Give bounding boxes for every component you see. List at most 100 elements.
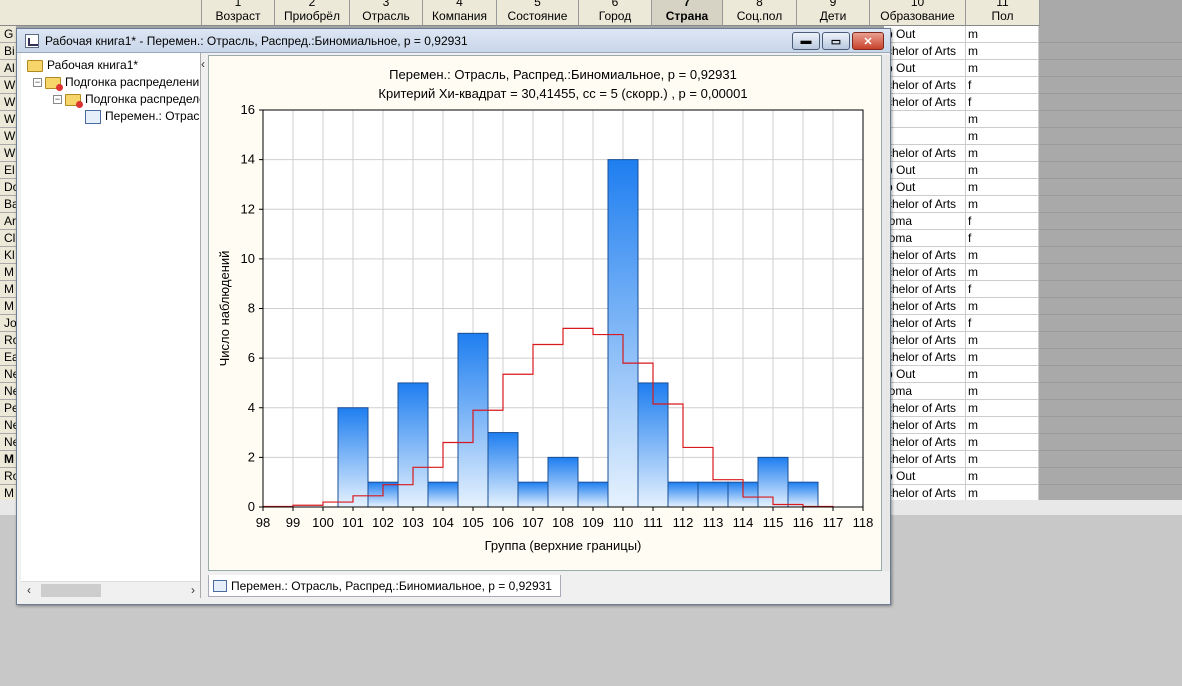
education-cell[interactable]: chelor of Arts: [884, 400, 966, 417]
column-header[interactable]: 2 Приобрёл: [275, 0, 350, 26]
sex-cell[interactable]: f: [966, 315, 1039, 332]
row-name-cell[interactable]: M: [0, 298, 16, 315]
education-cell[interactable]: p Out: [884, 179, 966, 196]
collapse-icon[interactable]: −: [33, 77, 42, 87]
window-titlebar[interactable]: Рабочая книга1* - Перемен.: Отрасль, Рас…: [17, 29, 890, 53]
sex-cell[interactable]: m: [966, 468, 1039, 485]
education-cell[interactable]: chelor of Arts: [884, 196, 966, 213]
education-cell[interactable]: loma: [884, 383, 966, 400]
sex-cell[interactable]: m: [966, 162, 1039, 179]
sex-cell[interactable]: m: [966, 128, 1039, 145]
row-name-cell[interactable]: El: [0, 162, 16, 179]
row-name-cell[interactable]: Ro: [0, 468, 16, 485]
tree-item-graph[interactable]: Перемен.: Отрас: [85, 108, 199, 125]
scroll-right-icon[interactable]: ›: [191, 583, 195, 597]
row-name-cell[interactable]: Do: [0, 179, 16, 196]
tree-horizontal-scrollbar[interactable]: ‹ ›: [21, 581, 200, 598]
close-button[interactable]: ✕: [852, 32, 884, 50]
row-name-cell[interactable]: W: [0, 145, 16, 162]
column-header[interactable]: 5 Состояние: [497, 0, 579, 26]
minimize-button[interactable]: ▬: [792, 32, 820, 50]
column-header[interactable]: 4 Компания: [423, 0, 497, 26]
sex-cell[interactable]: m: [966, 400, 1039, 417]
row-name-cell[interactable]: Ba: [0, 196, 16, 213]
sex-cell[interactable]: m: [966, 349, 1039, 366]
collapse-icon[interactable]: −: [53, 94, 62, 104]
education-cell[interactable]: p Out: [884, 366, 966, 383]
sex-cell[interactable]: m: [966, 366, 1039, 383]
sex-cell[interactable]: m: [966, 417, 1039, 434]
column-header[interactable]: 8 Соц.пол: [723, 0, 797, 26]
sex-cell[interactable]: f: [966, 230, 1039, 247]
education-cell[interactable]: p Out: [884, 26, 966, 43]
education-cell[interactable]: chelor of Arts: [884, 451, 966, 468]
pane-collapse-icon[interactable]: ‹: [201, 57, 205, 71]
sex-cell[interactable]: m: [966, 247, 1039, 264]
education-cell[interactable]: chelor of Arts: [884, 315, 966, 332]
education-cell[interactable]: p Out: [884, 468, 966, 485]
row-name-cell[interactable]: M: [0, 281, 16, 298]
sex-cell[interactable]: m: [966, 43, 1039, 60]
column-header[interactable]: 9 Дети: [797, 0, 870, 26]
education-cell[interactable]: chelor of Arts: [884, 94, 966, 111]
row-name-cell[interactable]: Bi: [0, 43, 16, 60]
row-name-cell[interactable]: Pe: [0, 400, 16, 417]
scroll-left-icon[interactable]: ‹: [27, 583, 31, 597]
education-cell[interactable]: chelor of Arts: [884, 417, 966, 434]
education-cell[interactable]: [884, 111, 966, 128]
row-name-cell[interactable]: Ne: [0, 417, 16, 434]
tree-item-fit-1[interactable]: − Подгонка распределени: [33, 74, 199, 91]
education-cell[interactable]: chelor of Arts: [884, 434, 966, 451]
row-name-cell[interactable]: Ne: [0, 383, 16, 400]
sex-cell[interactable]: m: [966, 451, 1039, 468]
column-header[interactable]: 6 Город: [579, 0, 652, 26]
row-name-cell[interactable]: Jo: [0, 315, 16, 332]
education-cell[interactable]: chelor of Arts: [884, 349, 966, 366]
row-name-cell[interactable]: M: [0, 264, 16, 281]
row-name-cell[interactable]: W: [0, 94, 16, 111]
sex-cell[interactable]: m: [966, 111, 1039, 128]
restore-button[interactable]: ▭: [822, 32, 850, 50]
sex-cell[interactable]: f: [966, 281, 1039, 298]
row-name-cell[interactable]: Ar: [0, 213, 16, 230]
sex-cell[interactable]: m: [966, 145, 1039, 162]
sex-cell[interactable]: f: [966, 94, 1039, 111]
education-cell[interactable]: chelor of Arts: [884, 145, 966, 162]
sex-cell[interactable]: m: [966, 264, 1039, 281]
sex-cell[interactable]: m: [966, 383, 1039, 400]
row-name-cell[interactable]: W: [0, 111, 16, 128]
education-cell[interactable]: p Out: [884, 60, 966, 77]
sex-cell[interactable]: m: [966, 26, 1039, 43]
sex-cell[interactable]: m: [966, 179, 1039, 196]
sex-cell[interactable]: m: [966, 332, 1039, 349]
row-name-cell[interactable]: Ro: [0, 332, 16, 349]
graph-vertical-scrollbar[interactable]: [882, 55, 890, 571]
education-cell[interactable]: p Out: [884, 162, 966, 179]
education-cell[interactable]: loma: [884, 213, 966, 230]
education-cell[interactable]: chelor of Arts: [884, 247, 966, 264]
tree-item-root[interactable]: Рабочая книга1*: [27, 57, 138, 74]
row-name-cell[interactable]: Al: [0, 60, 16, 77]
sex-cell[interactable]: m: [966, 196, 1039, 213]
row-name-cell[interactable]: Kl: [0, 247, 16, 264]
row-name-cell[interactable]: Ne: [0, 434, 16, 451]
column-header[interactable]: 7 Страна: [652, 0, 723, 26]
sex-cell[interactable]: m: [966, 60, 1039, 77]
row-name-cell[interactable]: G: [0, 26, 16, 43]
education-cell[interactable]: chelor of Arts: [884, 77, 966, 94]
education-cell[interactable]: chelor of Arts: [884, 264, 966, 281]
sex-cell[interactable]: m: [966, 298, 1039, 315]
row-name-cell[interactable]: W: [0, 77, 16, 94]
row-name-cell[interactable]: Ea: [0, 349, 16, 366]
education-cell[interactable]: chelor of Arts: [884, 298, 966, 315]
column-header[interactable]: 11 Пол: [966, 0, 1040, 26]
column-header[interactable]: 1 Возраст: [202, 0, 275, 26]
education-cell[interactable]: chelor of Arts: [884, 332, 966, 349]
column-header[interactable]: 3 Отрасль: [350, 0, 423, 26]
tab-graph[interactable]: Перемен.: Отрасль, Распред.:Биномиальное…: [208, 575, 561, 597]
education-cell[interactable]: loma: [884, 230, 966, 247]
sex-cell[interactable]: f: [966, 213, 1039, 230]
sex-cell[interactable]: m: [966, 434, 1039, 451]
education-cell[interactable]: [884, 128, 966, 145]
row-name-cell[interactable]: M: [0, 451, 16, 468]
